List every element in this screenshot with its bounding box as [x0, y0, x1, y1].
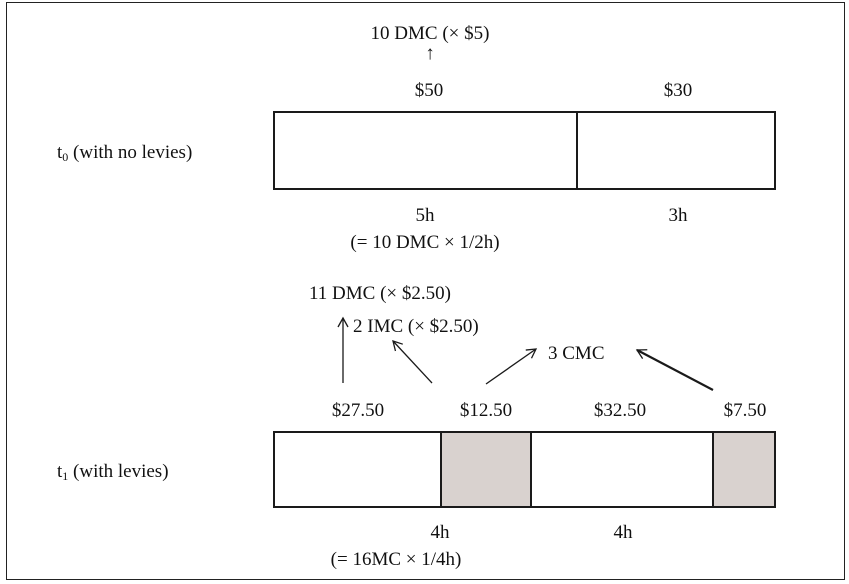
t0-label: t0 (with no levies) [57, 142, 193, 164]
t0-segment-right [576, 111, 776, 190]
t0-hours-note: (= 10 DMC × 1/2h) [350, 232, 500, 253]
t0-hours-left: 5h [415, 205, 435, 226]
t1-value-4: $7.50 [723, 400, 767, 421]
up-arrow-icon: ↑ [425, 43, 435, 64]
t1-dmc-note: 11 DMC (× $2.50) [309, 283, 451, 304]
t0-hours-right: 3h [668, 205, 688, 226]
t1-imc-note: 2 IMC (× $2.50) [353, 316, 479, 337]
t1-segment-3 [530, 431, 714, 508]
t1-cmc-note: 3 CMC [548, 343, 605, 364]
t1-segment-1 [273, 431, 442, 508]
t1-value-2: $12.50 [459, 400, 513, 421]
t1-hours-right: 4h [613, 522, 633, 543]
arrow-cmc-left [485, 348, 538, 385]
t1-value-1: $27.50 [331, 400, 385, 421]
t1-hours-left: 4h [430, 522, 450, 543]
t0-top-note: 10 DMC (× $5) [370, 23, 490, 44]
t0-value-right: $30 [663, 80, 693, 101]
t1-value-3: $32.50 [593, 400, 647, 421]
t1-hours-note: (= 16MC × 1/4h) [330, 549, 462, 570]
arrow-cmc-right [635, 349, 714, 391]
t1-segment-2-shaded [440, 431, 532, 508]
arrow-imc [392, 340, 433, 384]
t1-label: t1 (with levies) [57, 461, 169, 483]
t1-segment-4-shaded [712, 431, 776, 508]
t0-value-left: $50 [414, 80, 444, 101]
t0-segment-left [273, 111, 578, 190]
